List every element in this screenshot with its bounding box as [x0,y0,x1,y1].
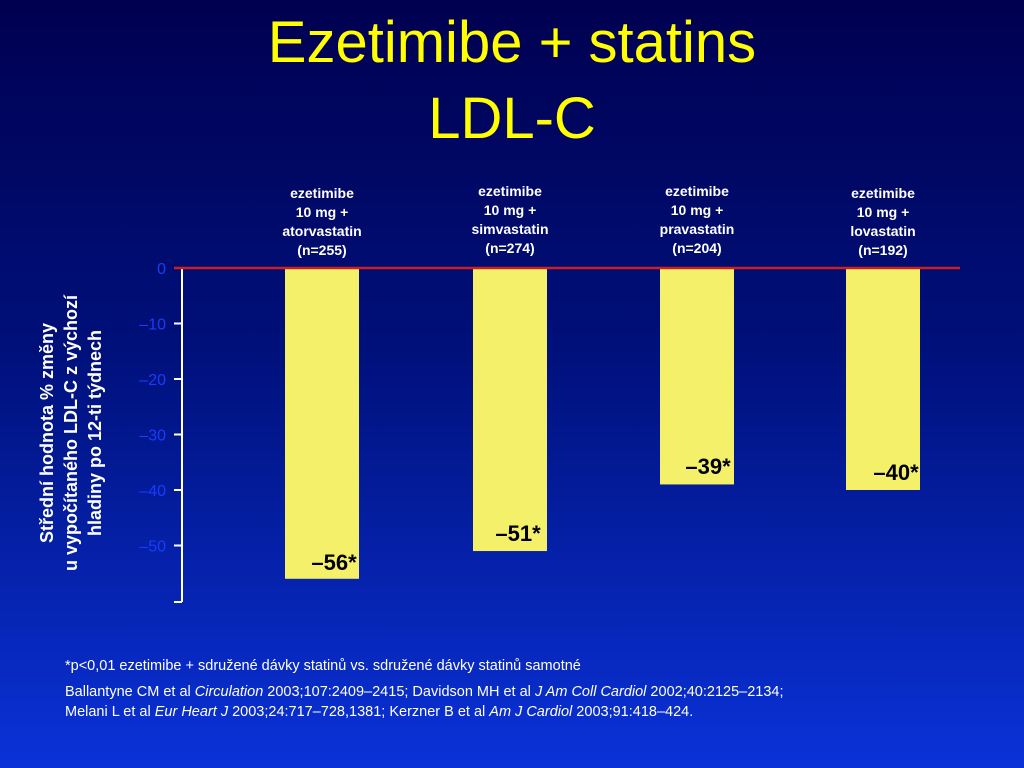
y-tick-label: –10 [139,317,166,334]
category-label: (n=204) [672,240,721,256]
category-label: atorvastatin [282,223,361,239]
slide-title: Ezetimibe + statins [267,10,757,75]
references-line1: Ballantyne CM et al Circulation 2003;107… [65,682,783,702]
references-line2: Melani L et al Eur Heart J 2003;24:717–7… [65,702,693,722]
reference-part-1: Eur Heart J [154,704,229,720]
category-label: 10 mg + [296,204,349,220]
y-tick-label: –50 [139,539,166,556]
slide-subtitle: LDL-C [428,86,596,151]
reference-part-2: 2003;107:2409–2415; Davidson MH et al [263,684,535,700]
category-label: ezetimibe [478,183,542,199]
category-label: (n=274) [485,240,534,256]
reference-part-0: Ballantyne CM et al [65,684,195,700]
data-label: –39* [685,454,731,479]
data-label: –56* [311,550,357,575]
category-label: simvastatin [471,221,548,237]
category-label: pravastatin [660,221,735,237]
bar [473,268,547,552]
category-label: 10 mg + [857,204,910,220]
y-tick-label: 0 [157,261,166,278]
bar [846,268,920,490]
data-label: –40* [873,460,919,485]
category-label: (n=192) [858,242,907,258]
reference-part-1: Circulation [194,684,264,700]
reference-part-0: Melani L et al [65,704,155,720]
data-label: –51* [495,521,541,546]
category-label: ezetimibe [665,183,729,199]
significance-footnote: *p<0,01 ezetimibe + sdružené dávky stati… [65,658,581,674]
bar [285,268,359,579]
category-label: ezetimibe [290,185,354,201]
reference-part-4: 2003;91:418–424. [572,704,694,720]
bar [660,268,734,485]
y-tick-label: –20 [139,372,166,389]
y-tick-label: –30 [139,428,166,445]
category-label: 10 mg + [671,202,724,218]
category-label: 10 mg + [484,202,537,218]
reference-part-2: 2003;24:717–728,1381; Kerzner B et al [228,704,490,720]
reference-part-3: Am J Cardiol [489,704,573,720]
category-label: (n=255) [297,242,346,258]
category-label: ezetimibe [851,185,915,201]
y-tick-label: –40 [139,483,166,500]
reference-part-3: J Am Coll Cardiol [534,684,647,700]
reference-part-4: 2002;40:2125–2134; [646,684,784,700]
category-label: lovastatin [850,223,915,239]
